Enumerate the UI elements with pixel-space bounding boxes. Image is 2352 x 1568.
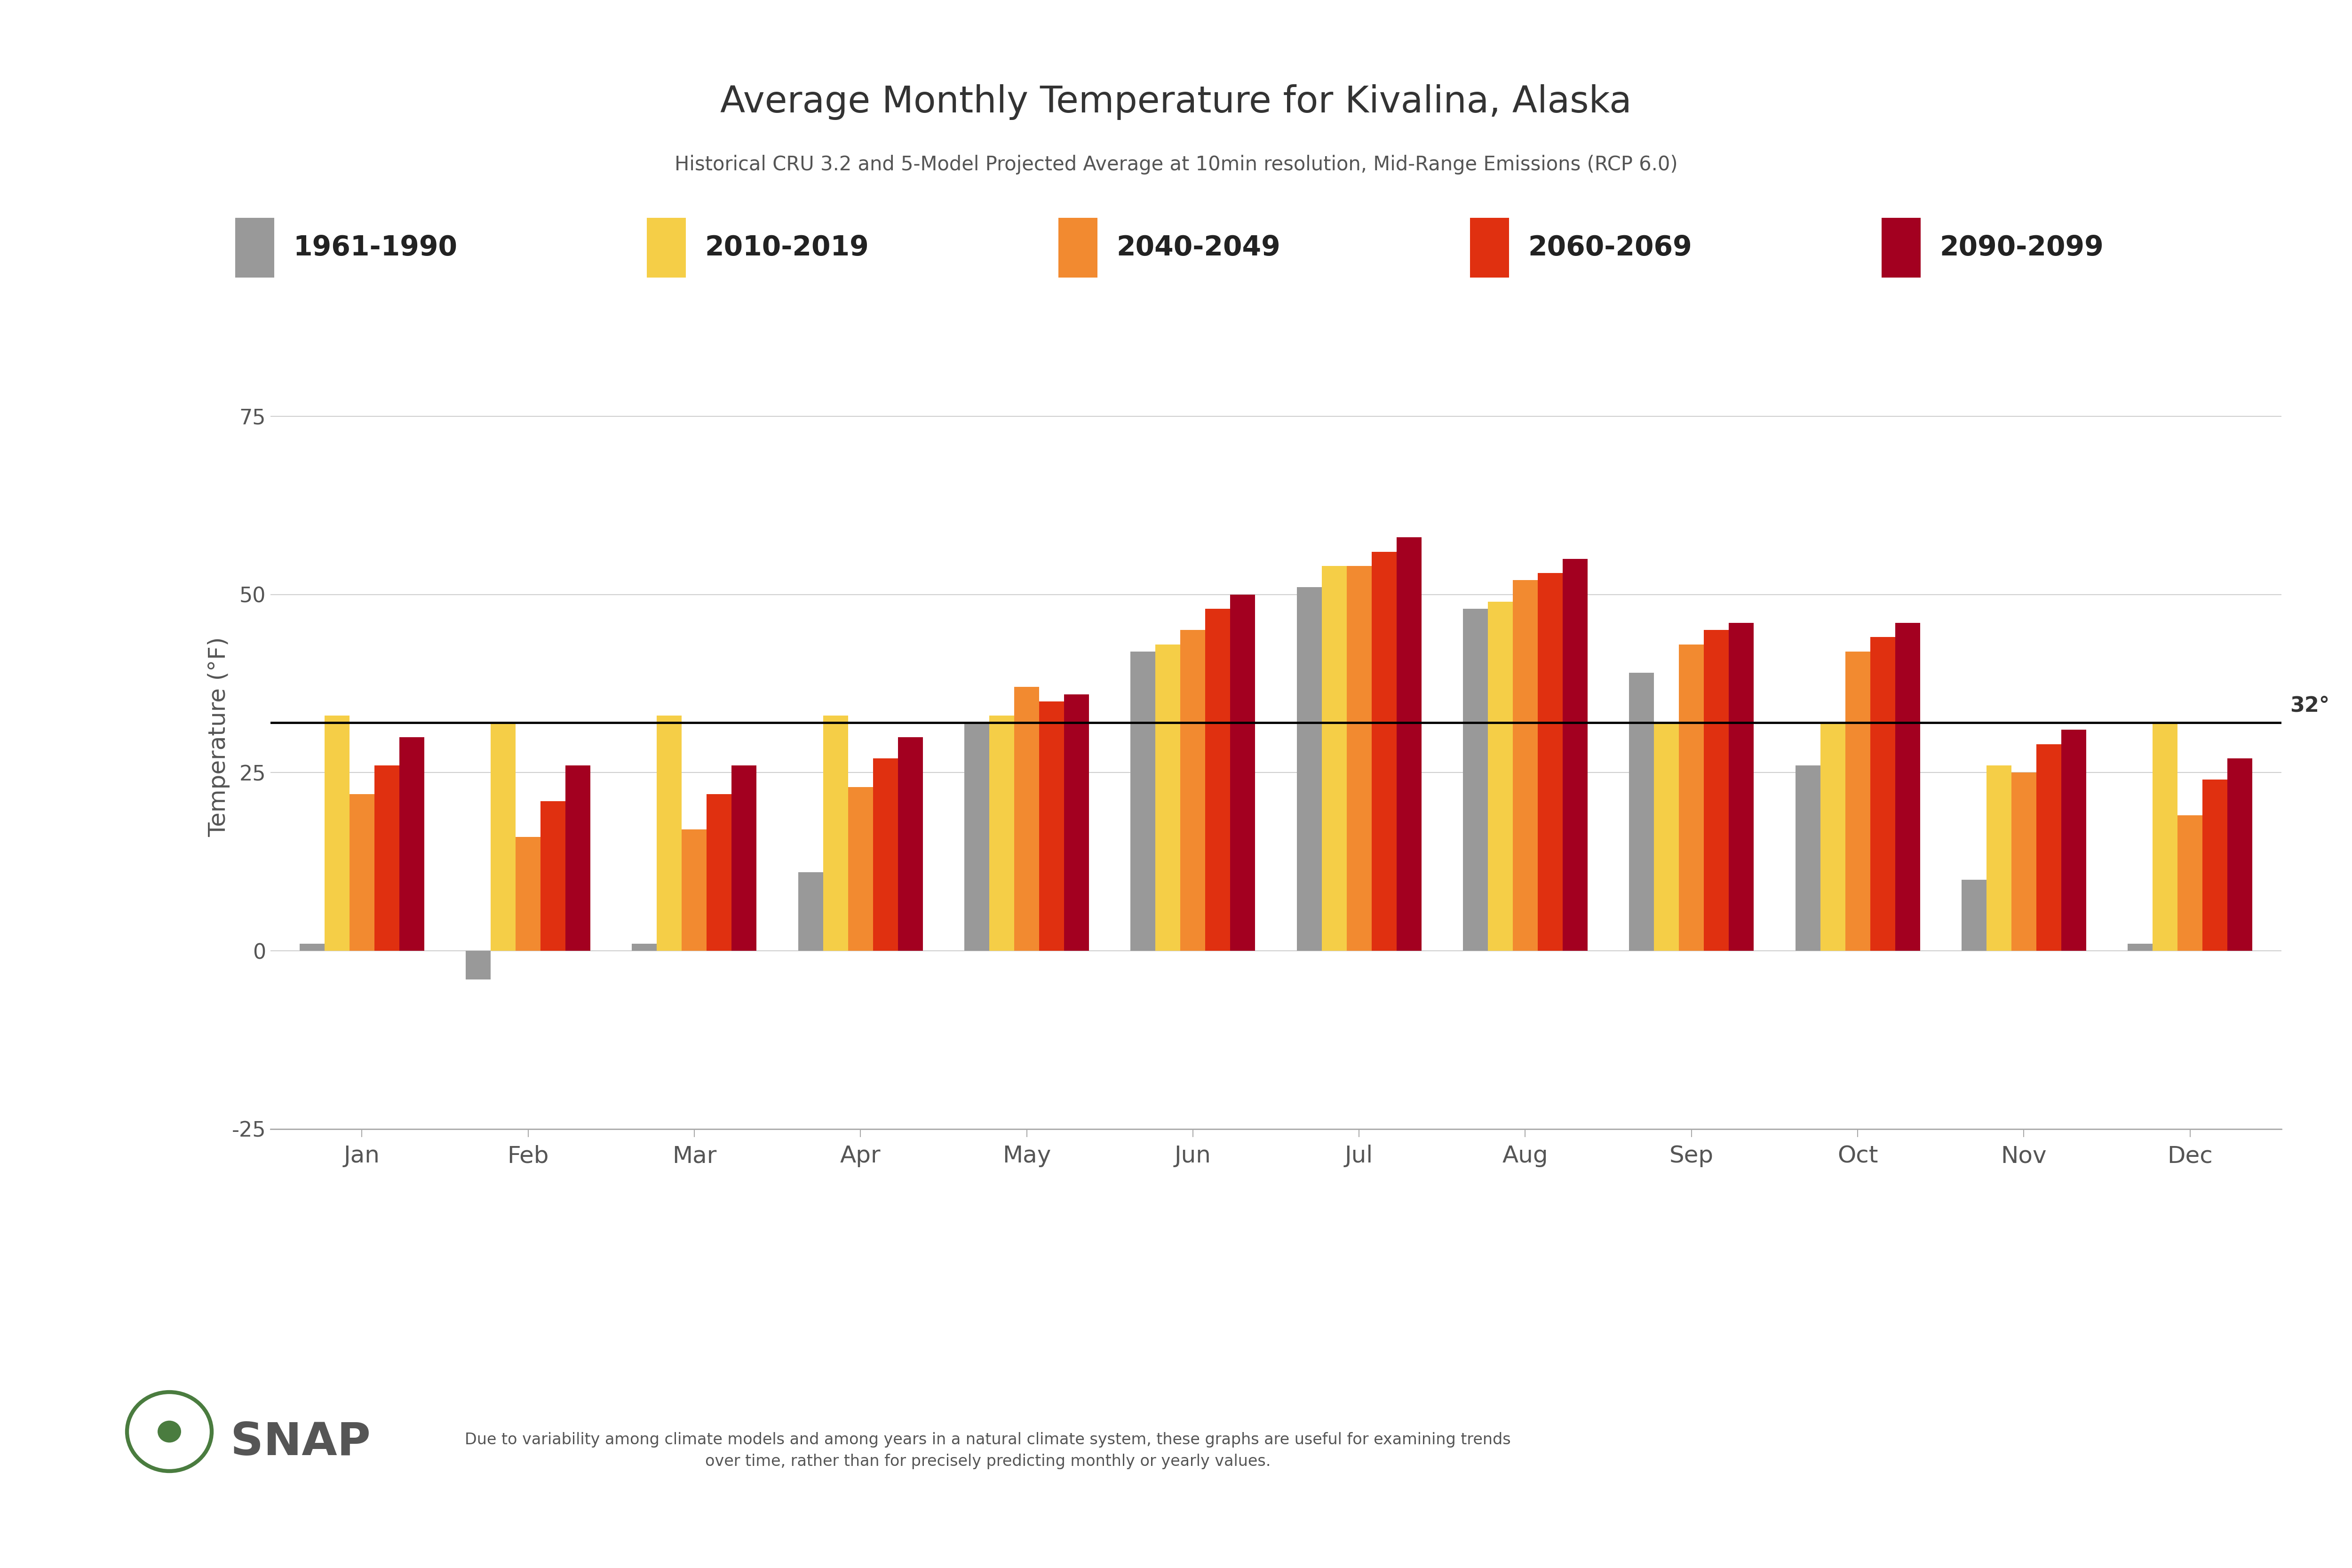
Bar	[1562, 558, 1588, 950]
Bar	[1014, 687, 1040, 950]
Bar	[1703, 630, 1729, 950]
FancyBboxPatch shape	[1882, 218, 1922, 278]
Y-axis label: Temperature (°F): Temperature (°F)	[207, 637, 230, 837]
Bar	[1296, 588, 1322, 950]
Bar	[515, 837, 541, 950]
Bar	[1204, 608, 1230, 950]
Bar	[2037, 745, 2060, 950]
Bar	[2129, 944, 2152, 950]
Bar	[1870, 637, 1896, 950]
Text: 2090-2099: 2090-2099	[1940, 234, 2103, 262]
Bar	[1230, 594, 1256, 950]
Bar	[1846, 651, 1870, 950]
Bar	[2227, 759, 2253, 950]
Bar	[299, 944, 325, 950]
Text: 2040-2049: 2040-2049	[1117, 234, 1279, 262]
Bar	[374, 765, 400, 950]
Bar	[1962, 880, 1987, 950]
Bar	[849, 787, 873, 950]
Bar	[1040, 701, 1063, 950]
Bar	[1820, 723, 1846, 950]
Bar	[1397, 538, 1421, 950]
Bar	[731, 765, 757, 950]
Bar	[823, 715, 849, 950]
Text: Historical CRU 3.2 and 5-Model Projected Average at 10min resolution, Mid-Range : Historical CRU 3.2 and 5-Model Projected…	[675, 155, 1677, 174]
FancyBboxPatch shape	[235, 218, 275, 278]
Bar	[1896, 622, 1919, 950]
Bar	[1630, 673, 1653, 950]
Bar	[633, 944, 656, 950]
Bar	[1512, 580, 1538, 950]
Text: Due to variability among climate models and among years in a natural climate sys: Due to variability among climate models …	[466, 1432, 1510, 1469]
Text: SNAP: SNAP	[230, 1421, 372, 1465]
Bar	[2152, 723, 2178, 950]
Bar	[2178, 815, 2201, 950]
Bar	[1795, 765, 1820, 950]
Bar	[1463, 608, 1489, 950]
Bar	[1155, 644, 1181, 950]
Bar	[797, 872, 823, 950]
Bar	[1063, 695, 1089, 950]
Bar	[682, 829, 706, 950]
Bar	[1538, 572, 1562, 950]
FancyBboxPatch shape	[1470, 218, 1510, 278]
Bar	[706, 793, 731, 950]
Text: Average Monthly Temperature for Kivalina, Alaska: Average Monthly Temperature for Kivalina…	[720, 85, 1632, 119]
Circle shape	[158, 1421, 181, 1443]
Bar	[898, 737, 922, 950]
Bar	[400, 737, 423, 950]
Bar	[564, 765, 590, 950]
Bar	[1729, 622, 1755, 950]
Bar	[325, 715, 350, 950]
Text: 2010-2019: 2010-2019	[706, 234, 868, 262]
Bar	[990, 715, 1014, 950]
Bar	[541, 801, 564, 950]
Bar	[2201, 779, 2227, 950]
Bar	[1987, 765, 2011, 950]
Text: 1961-1990: 1961-1990	[294, 234, 456, 262]
Bar	[2060, 729, 2086, 950]
Bar	[466, 950, 492, 980]
Bar	[873, 759, 898, 950]
Bar	[1653, 723, 1679, 950]
Bar	[1131, 651, 1155, 950]
Bar	[1371, 552, 1397, 950]
Bar	[350, 793, 374, 950]
Bar	[492, 723, 515, 950]
Text: 32°: 32°	[2291, 695, 2328, 715]
Bar	[964, 723, 990, 950]
Bar	[656, 715, 682, 950]
FancyBboxPatch shape	[1058, 218, 1098, 278]
Bar	[1489, 602, 1512, 950]
Bar	[1322, 566, 1348, 950]
Bar	[1348, 566, 1371, 950]
FancyBboxPatch shape	[647, 218, 687, 278]
Bar	[2011, 773, 2037, 950]
Bar	[1181, 630, 1204, 950]
Text: 2060-2069: 2060-2069	[1529, 234, 1691, 262]
Bar	[1679, 644, 1703, 950]
